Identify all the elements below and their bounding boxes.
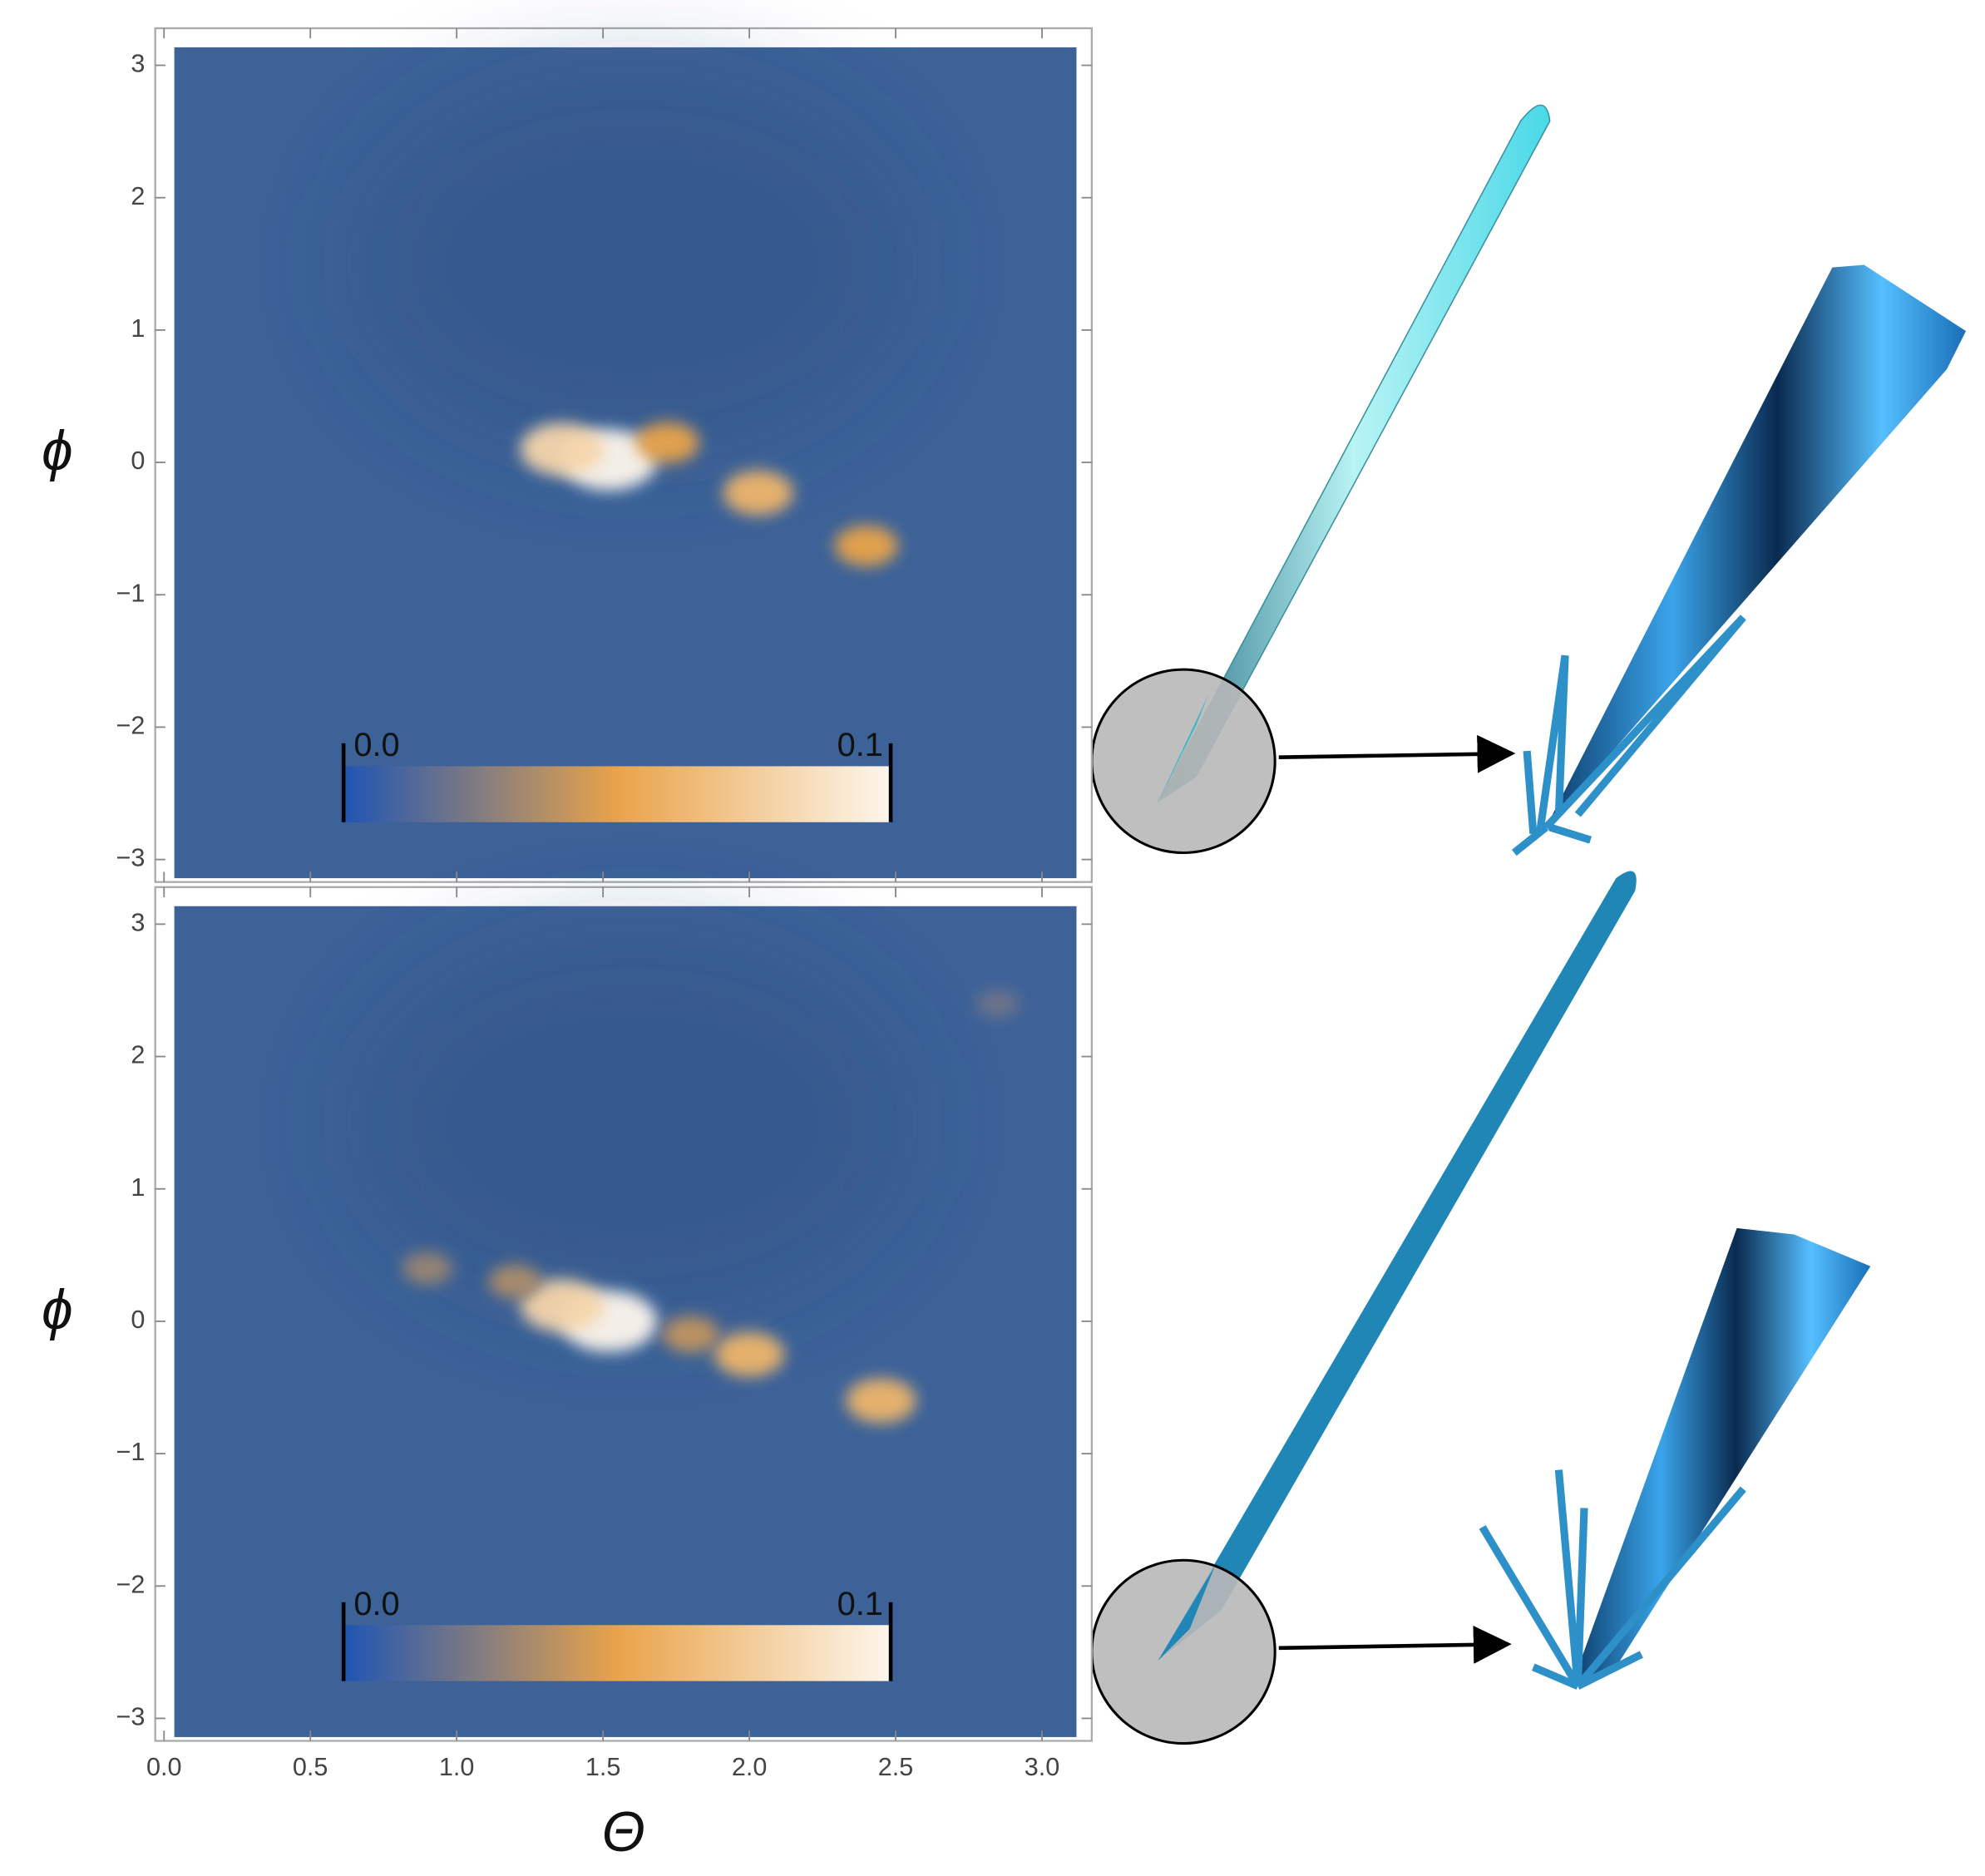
intensity-spot <box>402 1251 453 1285</box>
colorbar-tick-label: 0.1 <box>837 1586 883 1622</box>
x-tick-label: 2.0 <box>732 1753 768 1781</box>
cone-top <box>1546 264 1967 827</box>
zoom-circle-bottom <box>1090 1558 1276 1745</box>
intensity-spot <box>723 470 793 516</box>
y-tick-label: 2 <box>131 1041 145 1069</box>
intensity-spot <box>635 422 699 463</box>
y-tick-label: 2 <box>131 182 145 210</box>
y-tick-label: 0 <box>131 1306 145 1334</box>
intensity-spot <box>662 1316 719 1353</box>
main-lobe-bottom <box>1158 871 1637 1661</box>
y-tick-label: 3 <box>131 50 145 78</box>
colorbar <box>343 1625 891 1681</box>
y-tick-label: −3 <box>116 1703 146 1731</box>
y-tick-label: 0 <box>131 447 145 475</box>
arrow-bottom <box>1278 1625 1512 1664</box>
intensity-spot <box>520 1278 605 1332</box>
colorbar-tick-label: 0.0 <box>353 1586 399 1622</box>
colorbar <box>343 766 891 822</box>
x-tick-label: 0.0 <box>146 1753 182 1781</box>
y-tick-label: −1 <box>116 579 146 607</box>
lobe-illustrations <box>1090 105 1967 1745</box>
y-tick-label: 1 <box>131 314 145 343</box>
intensity-spot <box>846 1378 916 1424</box>
y-tick-label: −2 <box>116 712 146 740</box>
y-tick-label: −3 <box>116 844 146 872</box>
colorbar-tick-label: 0.0 <box>353 727 399 763</box>
heatmap-shade <box>352 931 912 1314</box>
cone-bottom <box>1571 1227 1871 1686</box>
y-axis-label: ϕ <box>42 1279 72 1341</box>
y-tick-label: −2 <box>116 1570 146 1598</box>
x-tick-label: 2.5 <box>878 1753 914 1781</box>
y-tick-label: 3 <box>131 908 145 936</box>
x-tick-label: 0.5 <box>293 1753 328 1781</box>
main-lobe-top <box>1157 105 1551 802</box>
intensity-spot <box>834 525 899 566</box>
heatmap-shade <box>352 72 912 455</box>
side-lobes-top <box>1511 615 1746 857</box>
y-tick-label: 1 <box>131 1173 145 1202</box>
arrow-top <box>1278 734 1516 773</box>
colorbar-tick-label: 0.1 <box>837 727 883 763</box>
x-axis-label: Θ <box>602 1801 645 1864</box>
heatmap-panel: −3 −2 −1 0 1 2 3 0.0 0.5 1.0 1.5 2.0 2.5 3.0 ϕ Θ 0.0 0.1 <box>42 886 1093 1864</box>
y-tick-label: −1 <box>116 1438 146 1466</box>
x-tick-label: 1.0 <box>439 1753 475 1781</box>
y-axis-label: ϕ <box>42 420 72 482</box>
intensity-spot <box>520 422 605 476</box>
side-lobes-bottom <box>1479 1469 1746 1690</box>
charts: −3 −2 −1 0 1 2 3 ϕ 0.0 0.1 −3 −2 −1 0 1 2 3 0.0 0.5 1.0 1.5 2… <box>42 27 1093 1864</box>
intensity-spot <box>488 1264 542 1299</box>
intensity-spot <box>714 1331 785 1377</box>
zoom-circle-top <box>1090 668 1276 855</box>
x-tick-label: 3.0 <box>1025 1753 1060 1781</box>
intensity-spot <box>975 989 1020 1019</box>
heatmap-panel: −3 −2 −1 0 1 2 3 ϕ 0.0 0.1 <box>42 27 1093 883</box>
x-tick-label: 1.5 <box>585 1753 621 1781</box>
